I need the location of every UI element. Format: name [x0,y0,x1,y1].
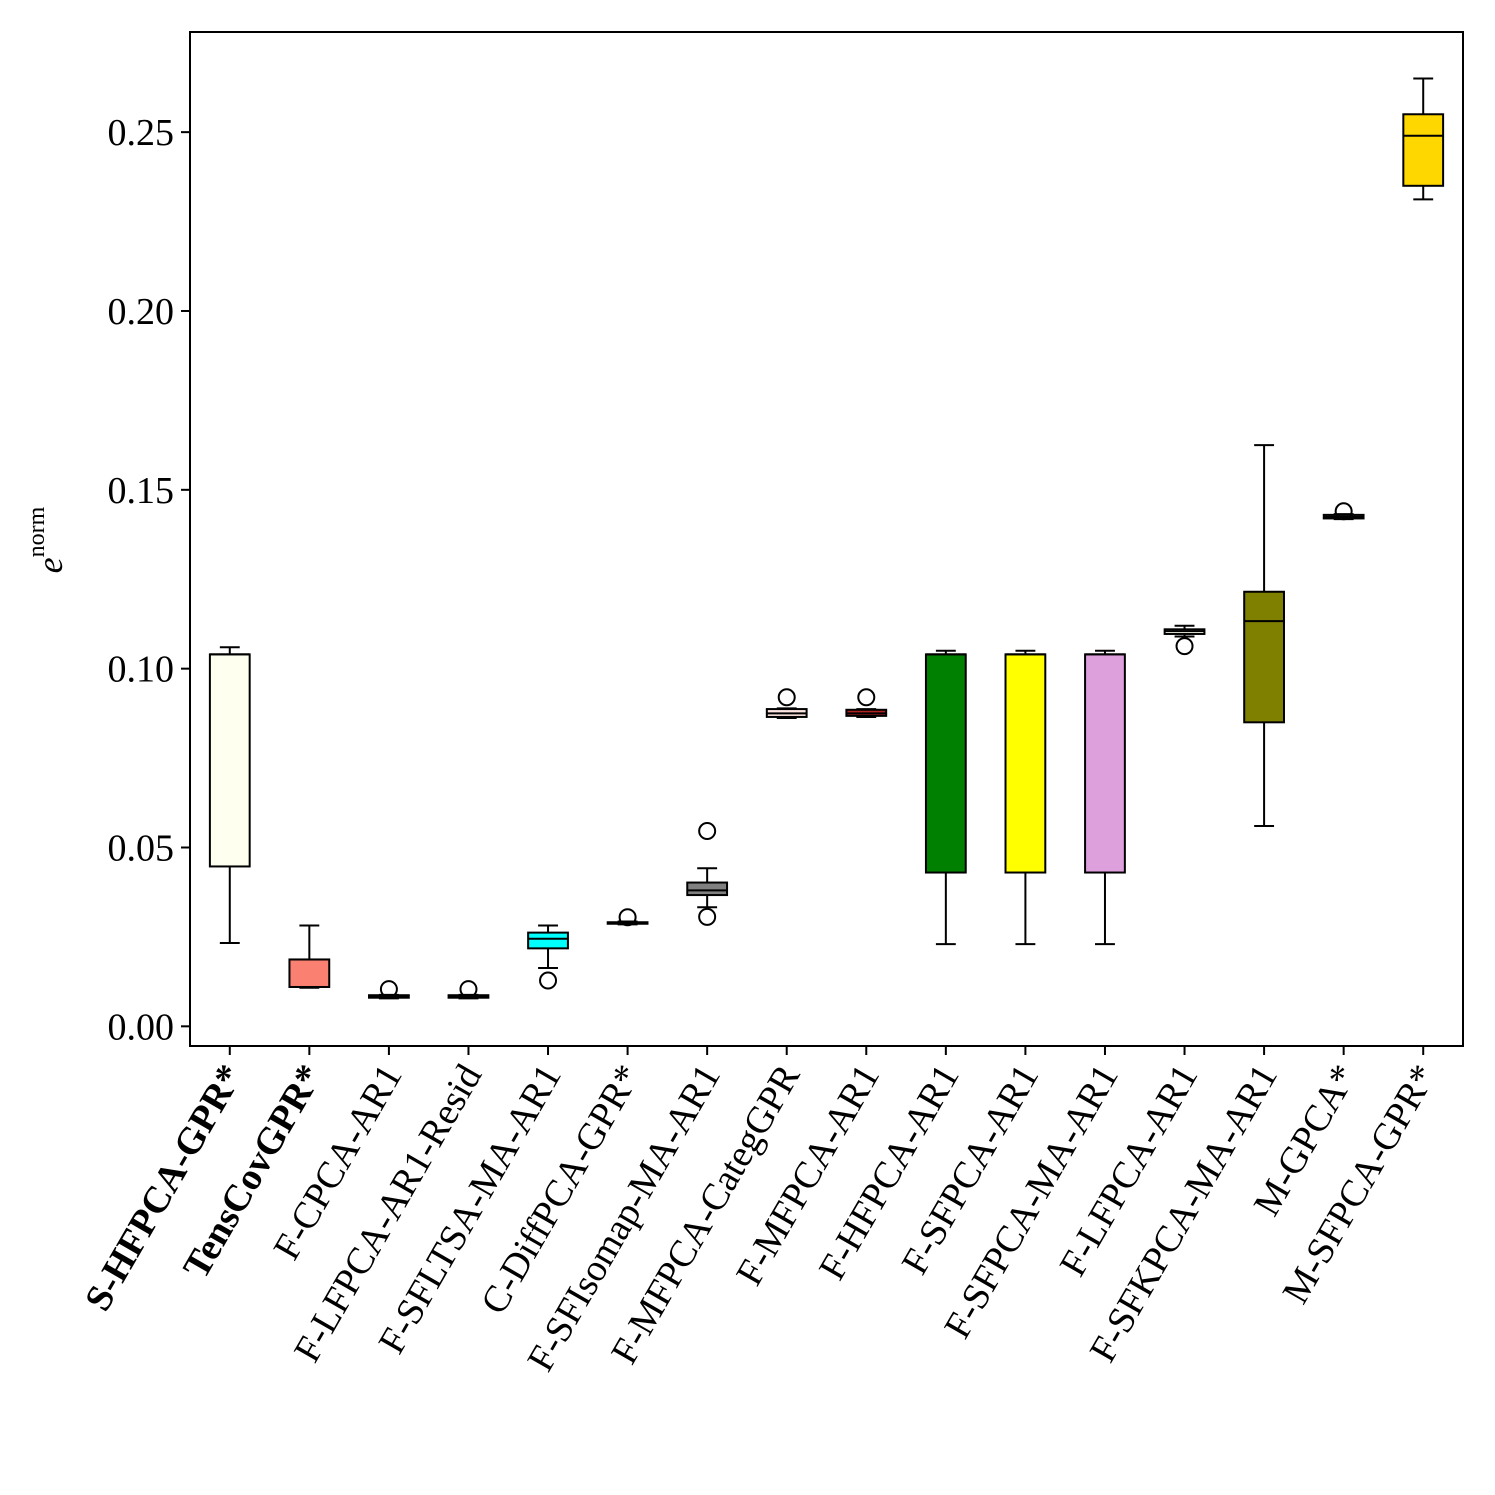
y-axis-label: enorm [24,506,70,573]
box-body [924,653,967,874]
box-body [527,931,569,950]
y-tick-label: 0.10 [108,649,175,691]
outlier-point [539,971,558,990]
box-body [1243,590,1285,724]
box-5 [527,924,569,990]
y-axis-label-base: e [30,557,70,573]
box-14 [1243,444,1285,828]
box-body [288,958,331,988]
outlier-point [1334,502,1353,521]
box-10 [924,649,967,946]
outlier-point [698,822,717,841]
y-axis-ticks: 0.00 0.05 0.10 0.15 0.20 0.25 [108,112,190,1048]
box-2 [288,924,331,989]
box-8 [765,688,808,720]
box-7 [686,822,729,926]
y-tick-label: 0.15 [108,470,175,512]
box-body [208,653,251,868]
box-3 [368,980,410,1000]
box-16 [1402,77,1445,201]
box-body [1004,653,1047,874]
y-tick-label: 0.05 [108,827,175,869]
box-1 [208,646,251,944]
plot-area-frame [189,31,1464,1047]
y-axis-label-superscript: norm [24,506,50,557]
outlier-point [698,907,717,926]
outlier-point [379,980,398,999]
box-4 [447,980,490,1000]
y-tick-label: 0.00 [108,1006,175,1048]
box-body [1402,113,1445,187]
outlier-point [459,980,478,999]
box-12 [1084,649,1126,946]
x-axis-ticks: S-HFPCA-GPR*TensCovGPR*F-CPCA-AR1F-LFPCA… [77,1046,1445,1378]
y-tick-label: 0.20 [108,291,175,333]
box-13 [1163,624,1206,656]
outlier-point [777,688,796,707]
box-11 [1004,649,1047,946]
outlier-point [618,908,637,927]
box-body [686,881,729,897]
outlier-point [1175,637,1194,656]
box-body [1084,653,1126,874]
outlier-point [857,688,876,707]
box-15 [1322,502,1365,521]
box-9 [845,688,888,718]
boxes [208,77,1445,1000]
y-tick-label: 0.25 [108,112,175,154]
box-6 [606,908,649,927]
